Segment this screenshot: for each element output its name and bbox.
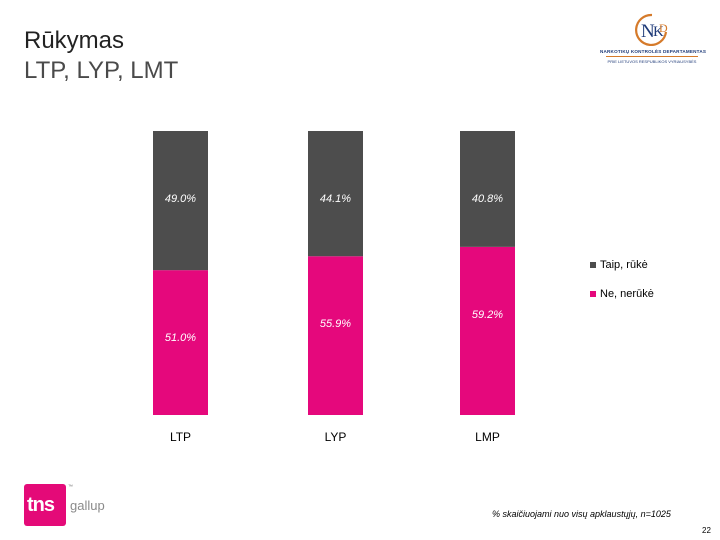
- page-number: 22: [702, 526, 711, 535]
- legend-swatch-1: [590, 291, 596, 297]
- nkd-emblem-icon: N K D: [635, 13, 668, 46]
- nkd-logo-line-2: PRIE LIETUVOS RESPUBLIKOS VYRIAUSYBĖS: [607, 59, 697, 64]
- trademark: ™: [68, 484, 73, 490]
- bar-lyp-yes: [308, 131, 363, 257]
- data-label-ltp-yes: 49.0%: [165, 193, 196, 205]
- data-label-lmp-no: 59.2%: [472, 309, 503, 321]
- category-label-lyp: LYP: [325, 430, 347, 444]
- bar-lmp-yes: [460, 131, 515, 247]
- data-label-ltp-no: 51.0%: [165, 332, 196, 344]
- tns-box: tns: [24, 484, 66, 526]
- tns-gallup-logo-icon: tns ™ gallup: [24, 484, 108, 526]
- footnote: % skaičiuojami nuo visų apklaustųjų, n=1…: [492, 509, 671, 519]
- category-label-lmp: LMP: [475, 430, 500, 444]
- data-label-lyp-no: 55.9%: [320, 318, 351, 330]
- nkd-divider: [606, 56, 698, 57]
- svg-text:D: D: [659, 21, 668, 35]
- bar-ltp-no: [153, 270, 208, 415]
- nkd-logo-icon: N K D NARKOTIKŲ KONTROLĖS DEPARTAMENTAS …: [600, 12, 707, 68]
- category-label-ltp: LTP: [170, 430, 191, 444]
- data-label-lyp-yes: 44.1%: [320, 193, 351, 205]
- bar-lyp-no: [308, 256, 363, 415]
- svg-text:K: K: [653, 24, 664, 40]
- data-label-lmp-yes: 40.8%: [472, 193, 503, 205]
- legend-label-1: Ne, nerūkė: [600, 288, 654, 300]
- gallup-text: gallup: [70, 498, 105, 513]
- slide-title: Rūkymas LTP, LYP, LMT: [24, 26, 178, 86]
- svg-text:N: N: [641, 21, 655, 42]
- title-line-2: LTP, LYP, LMT: [24, 57, 179, 84]
- bar-lmp-no: [460, 246, 515, 415]
- title-line-1: Rūkymas: [24, 27, 125, 54]
- legend-swatch-0: [590, 262, 596, 268]
- legend-label-0: Taip, rūkė: [600, 259, 648, 271]
- nkd-logo-line-1: NARKOTIKŲ KONTROLĖS DEPARTAMENTAS: [600, 49, 707, 54]
- bar-ltp-yes: [153, 131, 208, 271]
- tns-text: tns: [27, 494, 55, 516]
